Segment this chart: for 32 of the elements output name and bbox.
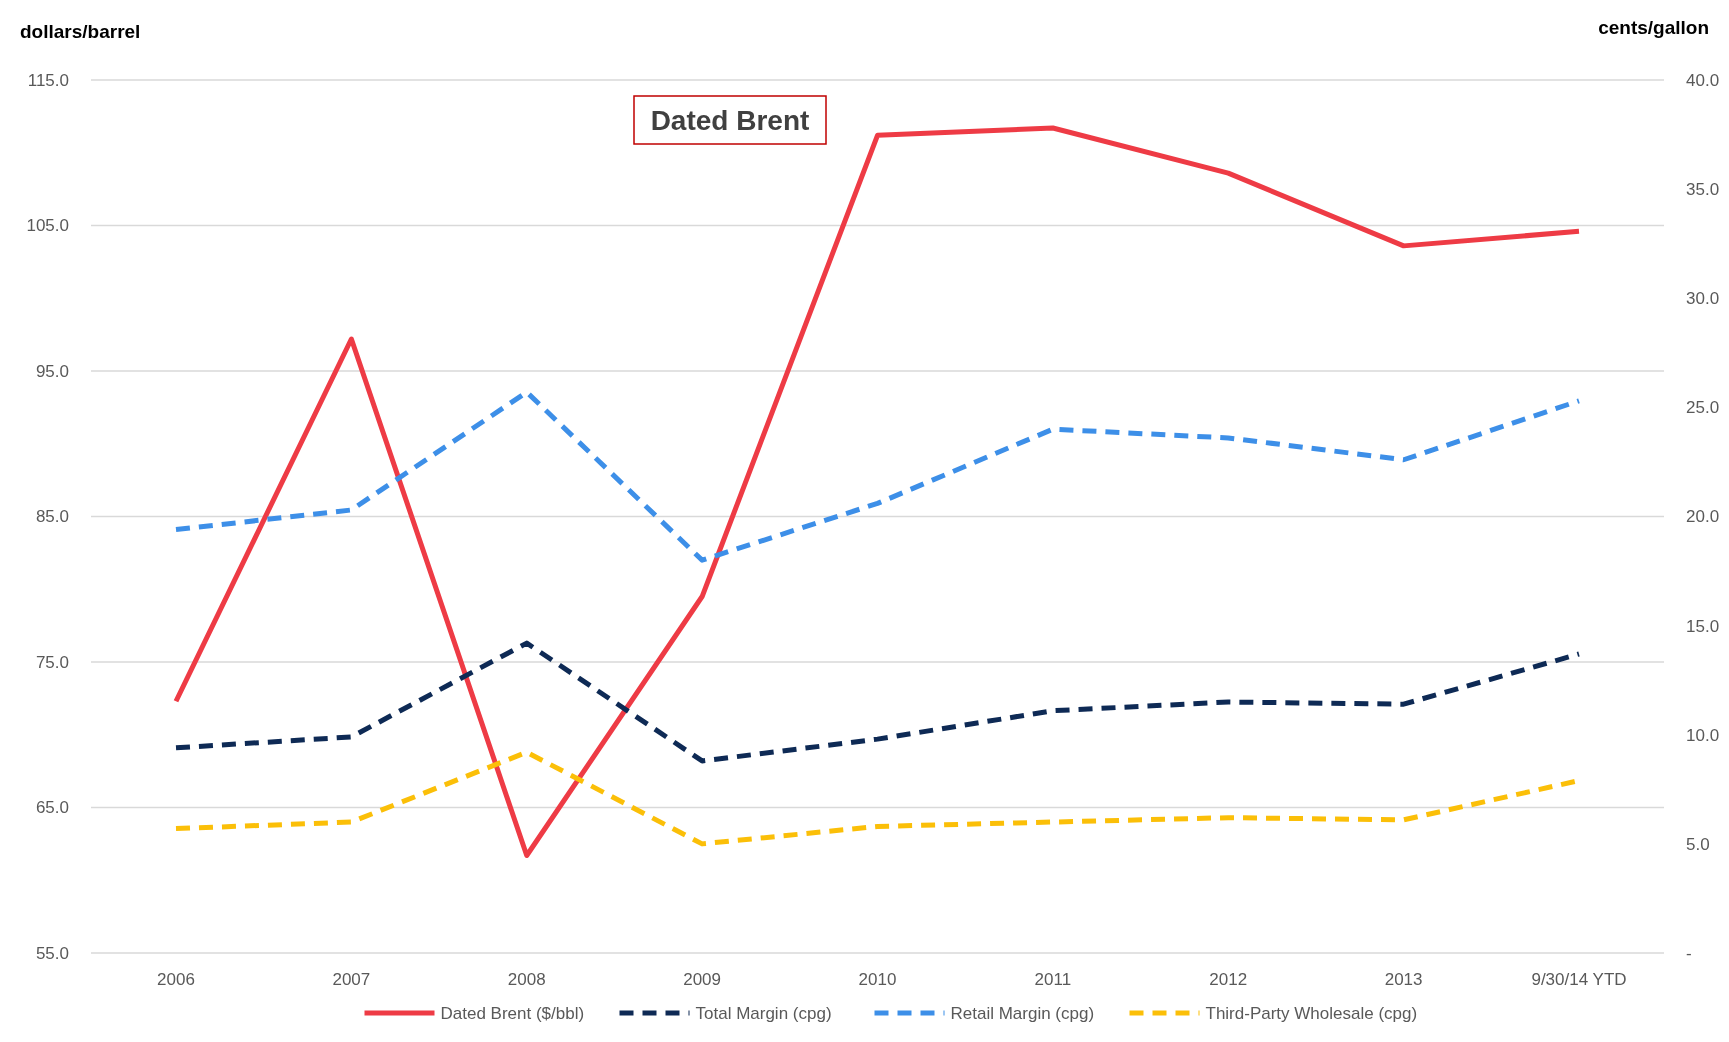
x-tick-label: 2008 (507, 970, 546, 989)
x-tick-label: 9/30/14 YTD (1531, 970, 1627, 989)
legend-label: Dated Brent ($/bbl) (440, 1003, 585, 1023)
y-tick-label: 115.0 (27, 70, 69, 90)
y-axis-title: dollars/barrel (20, 21, 141, 42)
x-tick-label: 2007 (332, 970, 371, 989)
x-tick-label: 2006 (157, 970, 195, 989)
y2-axis-title: cents/gallon (1598, 17, 1709, 38)
y-tick-label: 85.0 (35, 507, 69, 527)
x-tick-label: 2010 (858, 970, 897, 989)
y2-tick-label: 5.0 (1686, 834, 1710, 854)
x-tick-label: 2012 (1209, 970, 1248, 989)
y2-tick-label: 25.0 (1686, 398, 1720, 418)
annotation: Dated Brent (650, 104, 810, 136)
y-tick-label: 105.0 (26, 216, 69, 236)
y-tick-label: 55.0 (35, 943, 69, 963)
x-tick-label: 2013 (1384, 970, 1423, 989)
y2-tick-label: 35.0 (1686, 180, 1720, 200)
x-tick-label: 2009 (683, 970, 722, 989)
y-tick-label: 95.0 (35, 361, 69, 381)
y2-tick-label: 40.0 (1686, 70, 1720, 90)
y2-tick-label: 15.0 (1686, 616, 1720, 636)
y2-tick-label: - (1686, 943, 1692, 963)
x-tick-label: 2011 (1034, 970, 1072, 989)
legend-label: Retail Margin (cpg) (950, 1003, 1095, 1023)
y-tick-label: 75.0 (35, 652, 69, 672)
y-tick-label: 65.0 (35, 798, 69, 818)
legend-label: Total Margin (cpg) (695, 1003, 832, 1023)
y2-tick-label: 30.0 (1686, 289, 1720, 309)
y2-tick-label: 10.0 (1686, 725, 1720, 745)
y2-tick-label: 20.0 (1686, 507, 1720, 527)
legend-label: Third-Party Wholesale (cpg) (1205, 1003, 1418, 1023)
